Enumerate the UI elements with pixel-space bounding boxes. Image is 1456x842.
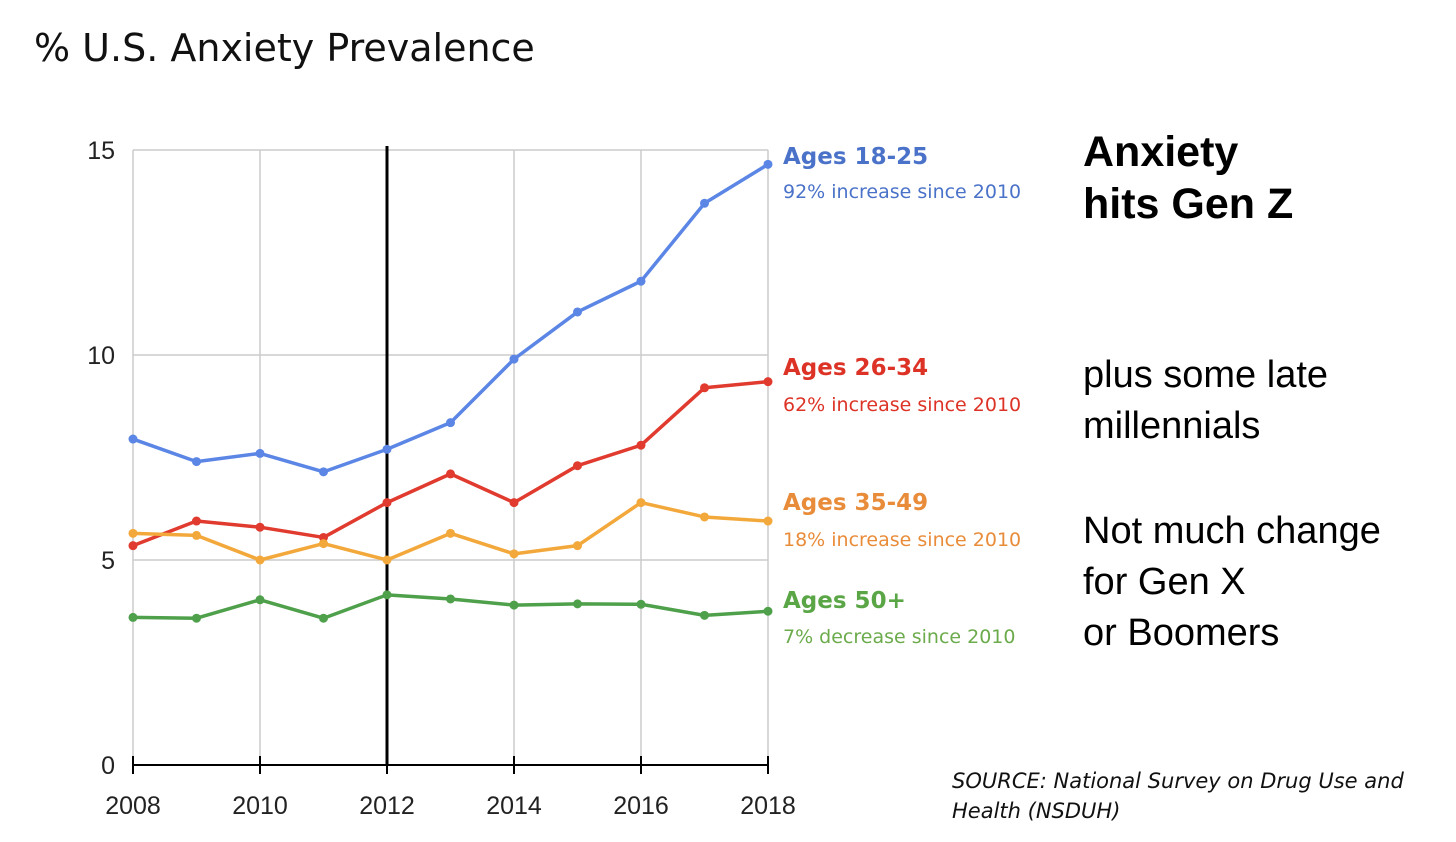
note-genx-line-1: Not much change: [1083, 506, 1381, 557]
x-tick-label-2010: 2010: [232, 792, 288, 820]
data-point-ages-26-34-2010: [256, 523, 265, 532]
y-tick-label-0: 0: [101, 752, 115, 780]
x-tick-label-2016: 2016: [613, 792, 669, 820]
data-point-ages-18-25-2013: [446, 418, 455, 427]
data-point-ages-18-25-2012: [383, 445, 392, 454]
data-point-ages-50-2016: [637, 600, 646, 609]
data-point-ages-35-49-2008: [129, 529, 138, 538]
data-point-ages-26-34-2018: [764, 377, 773, 386]
headline: Anxiety hits Gen Z: [1083, 126, 1293, 230]
data-point-ages-18-25-2016: [637, 277, 646, 286]
data-point-ages-18-25-2018: [764, 160, 773, 169]
note-genx-line-2: for Gen X: [1083, 557, 1381, 608]
data-point-ages-50-2014: [510, 601, 519, 610]
data-point-ages-35-49-2010: [256, 556, 265, 565]
data-point-ages-50-2012: [383, 590, 392, 599]
y-tick-label-15: 15: [87, 137, 115, 165]
data-point-ages-18-25-2015: [573, 307, 582, 316]
data-point-ages-26-34-2012: [383, 498, 392, 507]
note-millennials: plus some late millennials: [1083, 350, 1328, 452]
data-point-ages-35-49-2018: [764, 517, 773, 526]
data-point-ages-35-49-2014: [510, 549, 519, 558]
series-sublabel-ages-35-49: 18% increase since 2010: [783, 529, 1021, 551]
y-tick-label-5: 5: [101, 547, 115, 575]
data-point-ages-35-49-2017: [700, 512, 709, 521]
series-label-ages-26-34: Ages 26-34: [783, 355, 928, 381]
source-line-1: SOURCE: National Survey on Drug Use and: [952, 766, 1432, 796]
data-point-ages-18-25-2011: [319, 467, 328, 476]
data-point-ages-50-2018: [764, 607, 773, 616]
data-point-ages-18-25-2008: [129, 435, 138, 444]
note-genx-line-3: or Boomers: [1083, 608, 1381, 659]
series-sublabel-ages-50: 7% decrease since 2010: [783, 626, 1015, 648]
data-point-ages-35-49-2016: [637, 498, 646, 507]
data-point-ages-50-2009: [192, 614, 201, 623]
series-label-ages-50: Ages 50+: [783, 588, 906, 614]
data-point-ages-50-2017: [700, 611, 709, 620]
headline-line-1: Anxiety: [1083, 126, 1293, 178]
data-point-ages-26-34-2009: [192, 517, 201, 526]
data-point-ages-50-2013: [446, 594, 455, 603]
data-point-ages-50-2008: [129, 613, 138, 622]
series-label-ages-35-49: Ages 35-49: [783, 490, 928, 516]
note-millennials-line-2: millennials: [1083, 401, 1328, 452]
data-point-ages-50-2011: [319, 614, 328, 623]
data-point-ages-18-25-2009: [192, 457, 201, 466]
source-citation: SOURCE: National Survey on Drug Use and …: [952, 766, 1432, 826]
source-line-2: Health (NSDUH): [952, 796, 1432, 826]
x-tick-label-2014: 2014: [486, 792, 542, 820]
data-point-ages-26-34-2013: [446, 469, 455, 478]
data-point-ages-35-49-2011: [319, 539, 328, 548]
data-point-ages-35-49-2012: [383, 556, 392, 565]
data-point-ages-35-49-2015: [573, 541, 582, 550]
y-tick-label-10: 10: [87, 342, 115, 370]
series-label-ages-18-25: Ages 18-25: [783, 144, 928, 170]
data-point-ages-26-34-2014: [510, 498, 519, 507]
data-point-ages-26-34-2017: [700, 383, 709, 392]
note-millennials-line-1: plus some late: [1083, 350, 1328, 401]
data-point-ages-35-49-2009: [192, 531, 201, 540]
headline-line-2: hits Gen Z: [1083, 178, 1293, 230]
data-point-ages-18-25-2014: [510, 355, 519, 364]
data-point-ages-18-25-2017: [700, 199, 709, 208]
series-line-ages-26-34: [133, 382, 768, 546]
series-sublabel-ages-26-34: 62% increase since 2010: [783, 394, 1021, 416]
data-point-ages-18-25-2010: [256, 449, 265, 458]
data-point-ages-26-34-2015: [573, 461, 582, 470]
data-point-ages-35-49-2013: [446, 529, 455, 538]
data-point-ages-26-34-2008: [129, 541, 138, 550]
x-tick-label-2018: 2018: [740, 792, 796, 820]
x-tick-label-2012: 2012: [359, 792, 415, 820]
x-tick-label-2008: 2008: [105, 792, 161, 820]
note-genx-boomers: Not much change for Gen X or Boomers: [1083, 506, 1381, 659]
data-point-ages-26-34-2016: [637, 441, 646, 450]
data-point-ages-50-2015: [573, 599, 582, 608]
data-point-ages-50-2010: [256, 595, 265, 604]
series-sublabel-ages-18-25: 92% increase since 2010: [783, 181, 1021, 203]
